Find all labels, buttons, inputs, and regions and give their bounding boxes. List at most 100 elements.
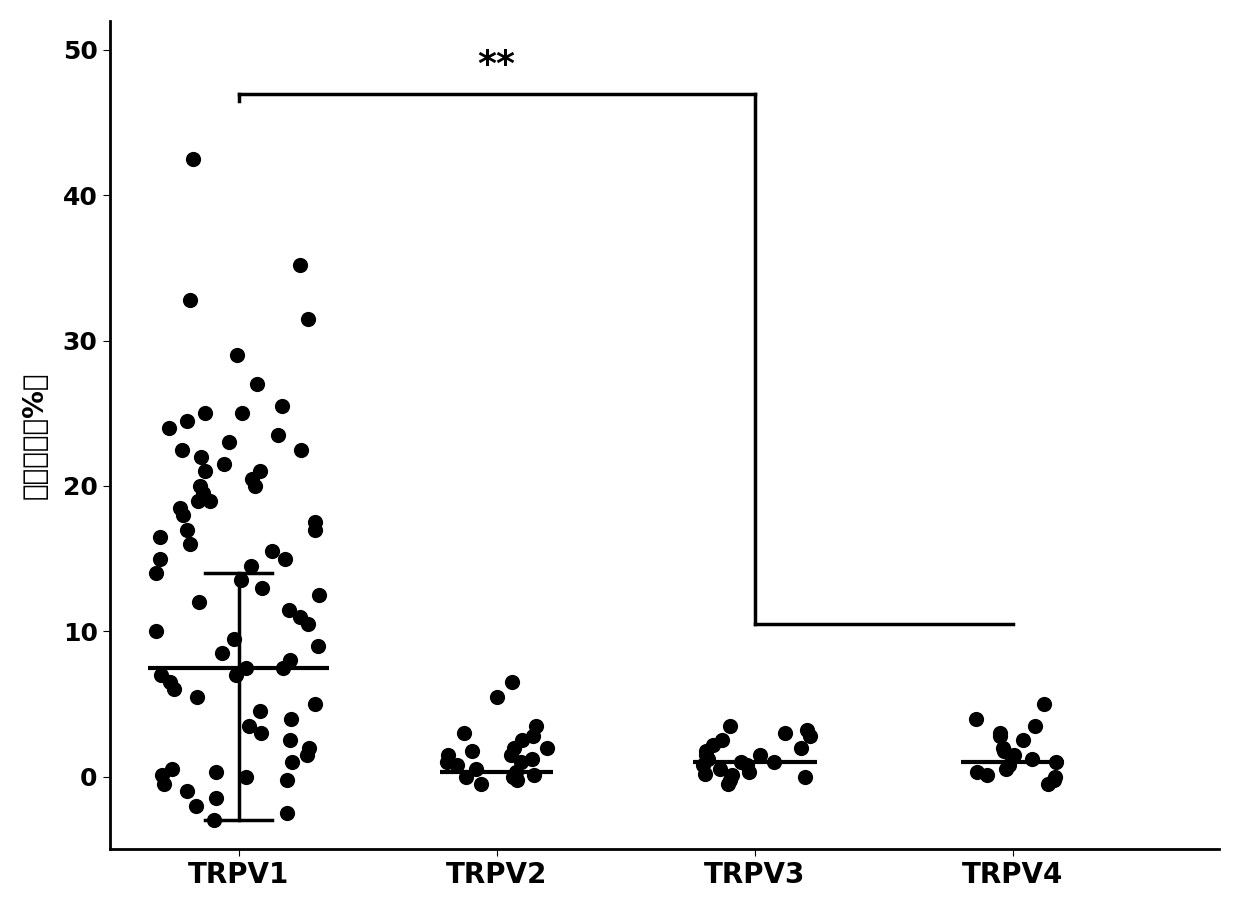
Point <box>996 763 1016 777</box>
Point <box>309 639 329 653</box>
Point <box>177 522 197 537</box>
Point <box>182 152 202 167</box>
Point <box>732 755 751 770</box>
Point <box>273 661 293 675</box>
Point <box>1034 697 1054 712</box>
Point <box>487 690 507 704</box>
Y-axis label: 荧光增强（%）: 荧光增强（%） <box>21 371 48 499</box>
Point <box>1013 733 1033 748</box>
Point <box>278 805 298 820</box>
Point <box>998 758 1018 773</box>
Point <box>188 595 208 610</box>
Point <box>155 776 175 791</box>
Point <box>195 464 215 479</box>
Point <box>180 293 200 308</box>
Point <box>305 697 325 712</box>
Point <box>219 435 239 450</box>
Point <box>1045 769 1065 784</box>
Point <box>232 406 252 420</box>
Point <box>507 773 527 787</box>
Point <box>795 769 815 784</box>
Point <box>977 768 997 783</box>
Point <box>461 743 481 758</box>
Point <box>161 763 181 777</box>
Point <box>503 741 523 755</box>
Point <box>522 752 542 766</box>
Point <box>190 479 210 493</box>
Point <box>160 675 180 690</box>
Point <box>698 752 718 766</box>
Point <box>193 486 213 501</box>
Point <box>170 501 190 515</box>
Point <box>187 690 207 704</box>
Point <box>191 450 211 464</box>
Point <box>250 726 270 741</box>
Point <box>227 348 247 362</box>
Point <box>455 769 475 784</box>
Point <box>262 544 281 559</box>
Point <box>966 712 986 726</box>
Point <box>206 765 226 780</box>
Point <box>471 776 491 791</box>
Point <box>994 743 1014 758</box>
Point <box>150 530 170 544</box>
Point <box>188 493 208 508</box>
Point <box>237 769 257 784</box>
Point <box>250 464 270 479</box>
Point <box>153 768 172 783</box>
Point <box>466 763 486 777</box>
Point <box>1045 755 1065 770</box>
Point <box>764 755 784 770</box>
Point <box>993 741 1013 755</box>
Point <box>1003 748 1023 763</box>
Point <box>247 377 267 391</box>
Point <box>503 769 523 784</box>
Point <box>273 399 293 413</box>
Point <box>205 813 224 827</box>
Point <box>206 791 226 805</box>
Point <box>693 758 713 773</box>
Point <box>800 729 820 743</box>
Point <box>252 581 272 595</box>
Point <box>226 668 246 682</box>
Point <box>967 765 987 780</box>
Point <box>275 551 295 566</box>
Point <box>278 773 298 787</box>
Point <box>174 508 193 522</box>
Point <box>250 704 270 719</box>
Point <box>146 566 166 581</box>
Point <box>280 733 300 748</box>
Point <box>299 741 319 755</box>
Point <box>720 719 740 733</box>
Point <box>186 798 206 813</box>
Point <box>1022 752 1042 766</box>
Point <box>242 559 262 573</box>
Point <box>750 748 770 763</box>
Point <box>696 766 715 781</box>
Point <box>512 733 532 748</box>
Point <box>160 420 180 435</box>
Point <box>525 768 544 783</box>
Point <box>237 661 257 675</box>
Point <box>246 479 265 493</box>
Point <box>305 515 325 530</box>
Point <box>281 712 301 726</box>
Point <box>712 733 732 748</box>
Point <box>172 442 192 457</box>
Point <box>223 632 243 646</box>
Point <box>737 758 756 773</box>
Point <box>299 617 319 632</box>
Point <box>151 668 171 682</box>
Point <box>526 719 546 733</box>
Text: **: ** <box>477 48 516 82</box>
Point <box>268 428 288 442</box>
Point <box>739 765 759 780</box>
Point <box>279 602 299 617</box>
Point <box>722 768 742 783</box>
Point <box>180 537 200 551</box>
Point <box>1025 719 1045 733</box>
Point <box>200 493 219 508</box>
Point <box>195 406 215 420</box>
Point <box>280 653 300 668</box>
Point <box>718 776 738 791</box>
